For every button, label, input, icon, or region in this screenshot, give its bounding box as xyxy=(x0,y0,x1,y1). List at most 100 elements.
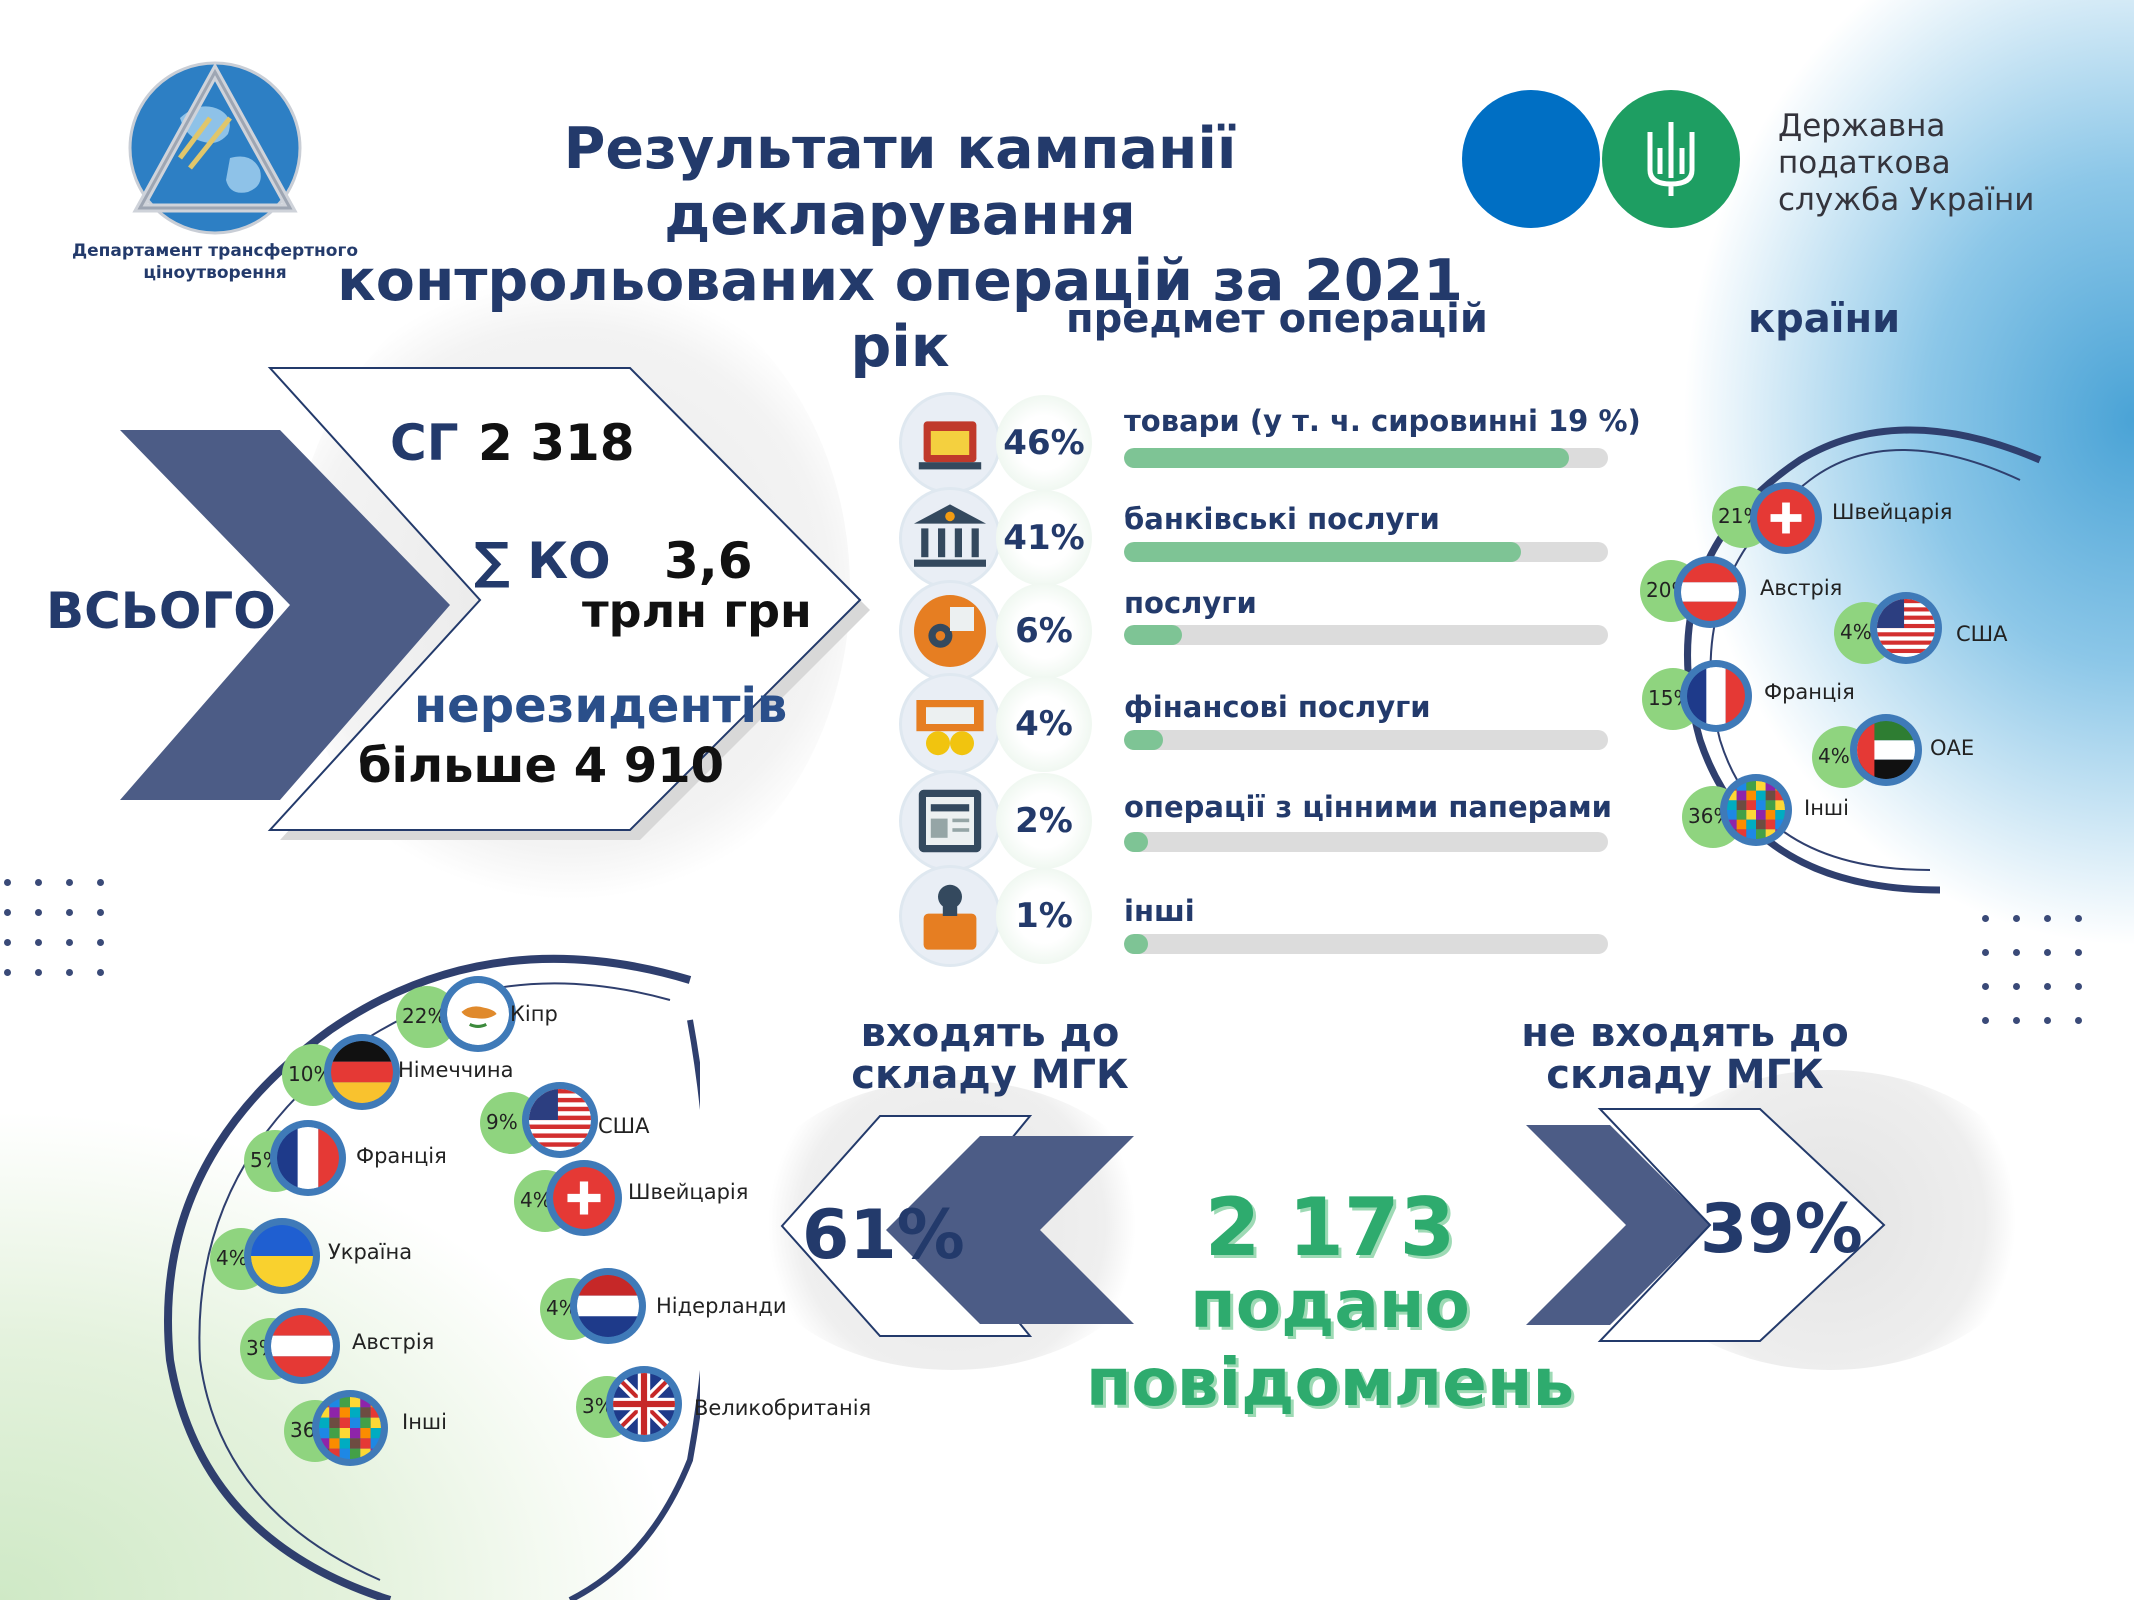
notifications-label: подано повідомлень xyxy=(1040,1266,1620,1422)
country-bottom-name: Великобританія xyxy=(694,1396,872,1420)
flag-switzerland-icon xyxy=(1757,489,1815,547)
country-bottom-name: Німеччина xyxy=(398,1058,514,1082)
department-logo xyxy=(128,61,302,235)
mgk-out-line-1: не входять до xyxy=(1521,1010,1849,1056)
country-bottom-pct: 4% xyxy=(216,1246,248,1270)
operation-pct: 2% xyxy=(996,773,1092,869)
flag-austria-icon xyxy=(271,1315,333,1377)
flag-switzerland-badge xyxy=(546,1160,622,1236)
operation-bar-fill xyxy=(1124,730,1163,750)
flag-usa-icon xyxy=(529,1089,591,1151)
operation-label: послуги xyxy=(1124,586,1257,620)
operation-pct: 6% xyxy=(996,583,1092,679)
flag-germany-icon xyxy=(331,1041,393,1103)
flag-uk-icon xyxy=(613,1373,675,1435)
briefcase-icon xyxy=(923,884,977,950)
operation-bar-track xyxy=(1124,448,1608,468)
shop-icon xyxy=(918,421,982,470)
country-top-name: Інші xyxy=(1804,796,1849,820)
flag-usa-badge xyxy=(522,1082,598,1158)
flag-france-badge xyxy=(270,1120,346,1196)
flag-austria-icon xyxy=(1681,563,1739,621)
operation-bar-track xyxy=(1124,625,1608,645)
money-icon-wrap xyxy=(902,676,998,772)
flag-switzerland-badge xyxy=(1750,482,1822,554)
flag-others-badge xyxy=(1720,774,1792,846)
operation-bar-track xyxy=(1124,832,1608,852)
mgk-in-line-2: складу МГК xyxy=(851,1052,1129,1098)
title-line-1: Результати кампанії декларування xyxy=(563,116,1237,248)
country-top-name: США xyxy=(1956,622,2008,646)
operation-label: інші xyxy=(1124,894,1195,928)
dps-line-1: Державна xyxy=(1778,108,1946,144)
flag-france-badge xyxy=(1680,660,1752,732)
operation-pct: 4% xyxy=(996,676,1092,772)
operation-bar-fill xyxy=(1124,832,1149,852)
briefcase-icon-wrap xyxy=(902,868,998,964)
bank-icon xyxy=(914,504,986,567)
sg-value: 2 318 xyxy=(478,414,635,472)
operation-pct: 1% xyxy=(996,868,1092,964)
mgk-out-title: не входять до складу МГК xyxy=(1500,1012,1870,1096)
operation-bar-fill xyxy=(1124,542,1521,562)
money-icon xyxy=(916,700,984,756)
totals-shapes xyxy=(120,367,870,840)
flag-uk-badge xyxy=(606,1366,682,1442)
country-top-name: Франція xyxy=(1764,680,1855,704)
flag-others-badge xyxy=(312,1390,388,1466)
title-line-2: контрольованих операцій за 2021 рік xyxy=(337,248,1463,380)
flag-uae-badge xyxy=(1850,714,1922,786)
flag-france-icon xyxy=(277,1127,339,1189)
flag-others-icon xyxy=(1727,781,1785,839)
country-bottom-name: Інші xyxy=(402,1410,447,1434)
operation-bar-track xyxy=(1124,730,1608,750)
mgk-in-pct: 61% xyxy=(802,1196,965,1275)
country-bottom-pct: 9% xyxy=(486,1110,518,1134)
department-name: Департамент трансфертного ціноутворення xyxy=(70,240,360,284)
newspaper-icon-wrap xyxy=(902,773,998,869)
mgk-out-shapes xyxy=(1526,1108,1886,1342)
operation-bar-fill xyxy=(1124,448,1570,468)
flag-cyprus-icon xyxy=(447,983,509,1045)
notifications-line-1: подано xyxy=(1190,1266,1470,1343)
flag-netherlands-icon xyxy=(577,1275,639,1337)
operation-label: операції з цінними паперами xyxy=(1124,790,1612,824)
flag-netherlands-badge xyxy=(570,1268,646,1344)
country-bottom-name: Кіпр xyxy=(510,1002,558,1026)
countries-title: країни xyxy=(1748,296,1901,342)
page-title: Результати кампанії декларування контрол… xyxy=(330,116,1470,380)
nonres-label: нерезидентів xyxy=(414,678,788,734)
flag-ukraine-icon xyxy=(251,1225,313,1287)
operation-bar-track xyxy=(1124,542,1608,562)
operation-pct: 46% xyxy=(996,395,1092,491)
country-top-pct: 4% xyxy=(1840,620,1872,644)
dps-name: Державна податкова служба України xyxy=(1778,108,2034,219)
newspaper-icon xyxy=(918,789,982,853)
operation-pct: 41% xyxy=(996,490,1092,586)
mgk-in-line-1: входять до xyxy=(860,1010,1120,1056)
trident-icon xyxy=(1647,122,1695,196)
flag-switzerland-icon xyxy=(553,1167,615,1229)
country-top-pct: 4% xyxy=(1818,744,1850,768)
notifications-value: 2 173 xyxy=(1204,1181,1456,1274)
operation-bar-fill xyxy=(1124,934,1149,954)
bank-icon-wrap xyxy=(902,490,998,586)
sg-label: СГ xyxy=(390,414,459,472)
dots-right xyxy=(1982,900,2134,1036)
ko-label: ∑ КО xyxy=(474,532,611,590)
flag-ukraine-badge xyxy=(244,1218,320,1294)
flag-cyprus-badge xyxy=(440,976,516,1052)
country-bottom-name: Швейцарія xyxy=(628,1180,749,1204)
country-top-name: Австрія xyxy=(1760,576,1843,600)
flag-uae-icon xyxy=(1857,721,1915,779)
country-bottom-pct: 22% xyxy=(402,1004,447,1028)
nonres-value: більше 4 910 xyxy=(358,738,725,794)
flag-austria-badge xyxy=(1674,556,1746,628)
country-bottom-name: США xyxy=(598,1114,650,1138)
operation-label: фінансові послуги xyxy=(1124,690,1431,724)
mgk-in-shapes xyxy=(780,1115,1134,1337)
flag-germany-badge xyxy=(324,1034,400,1110)
flag-usa-badge xyxy=(1870,592,1942,664)
country-bottom-name: Австрія xyxy=(352,1330,435,1354)
